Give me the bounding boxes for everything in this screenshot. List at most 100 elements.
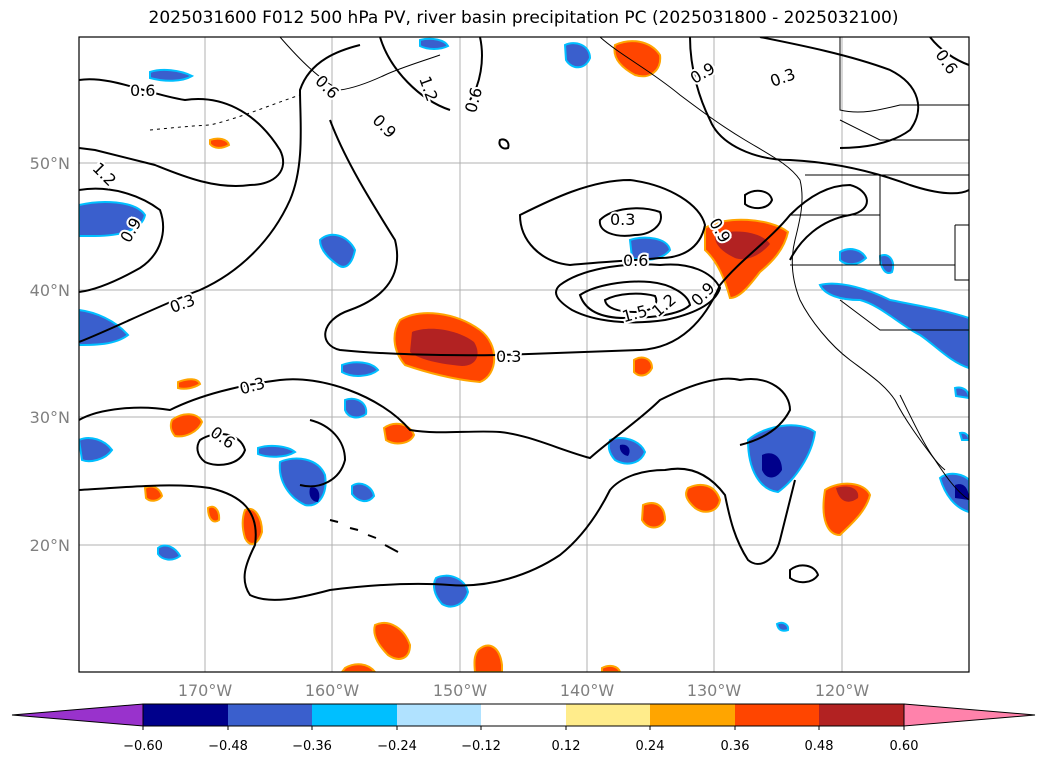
colorbar-tick-label: 0.60 xyxy=(890,739,919,754)
precip-patch-pos xyxy=(633,356,654,377)
positive-precip-patches xyxy=(143,40,872,672)
colorbar-tick-label: −0.36 xyxy=(292,739,332,754)
contour-label: 0.3 xyxy=(237,373,267,398)
contour-label: 0.6 xyxy=(130,81,155,100)
state-borders xyxy=(790,119,969,331)
colorbar-tick-label: 0.48 xyxy=(805,739,834,754)
alaska-coast xyxy=(279,37,441,91)
precip-patch-neg xyxy=(818,282,969,370)
precip-patch-pos xyxy=(340,663,377,672)
contour-label: 0.6 xyxy=(461,85,486,115)
lat-label: 50°N xyxy=(30,154,70,173)
colorbar-extend-low xyxy=(11,703,144,727)
precip-patch-neg xyxy=(419,37,450,50)
colorbar-tick-label: 0.12 xyxy=(552,739,581,754)
precip-patch-pos xyxy=(640,502,667,529)
aleutian-chain xyxy=(149,94,301,131)
precip-patch-neg xyxy=(341,361,380,377)
hawaii-islands xyxy=(329,519,399,553)
coastlines xyxy=(149,37,969,553)
precip-patch-pos-core xyxy=(836,486,859,502)
precip-patch-neg-core xyxy=(955,484,969,500)
baja-coast xyxy=(899,394,946,471)
lat-label: 20°N xyxy=(30,536,70,555)
precip-patch-neg xyxy=(79,201,147,237)
precip-patch-neg xyxy=(149,68,195,82)
colorbar-ticks xyxy=(142,726,905,730)
precip-patch-pos xyxy=(473,644,503,672)
precip-patch-pos xyxy=(241,507,264,545)
precip-patch-neg xyxy=(351,482,376,502)
lon-label: 140°W xyxy=(560,681,615,700)
contour-label: 1.2 xyxy=(415,74,442,104)
latitude-labels: 50°N 40°N 30°N 20°N xyxy=(30,154,70,555)
colorbar-segment xyxy=(566,704,650,726)
colorbar-tick-label: −0.12 xyxy=(461,739,501,754)
precip-patch-neg xyxy=(318,233,357,268)
map-frame xyxy=(78,36,970,673)
precip-patch-neg xyxy=(938,472,969,514)
lat-label: 40°N xyxy=(30,281,70,300)
contour-label: 0.3 xyxy=(768,64,798,91)
contour-label: 0.6 xyxy=(931,46,961,78)
colorbar-tick-label: 0.36 xyxy=(721,739,750,754)
precip-patch-neg xyxy=(878,254,894,274)
contour-label: 0.3 xyxy=(610,210,635,229)
precip-patch-neg xyxy=(746,424,817,494)
precip-patch-neg xyxy=(257,444,297,458)
precip-patch-pos xyxy=(822,482,872,537)
precip-patch-neg xyxy=(775,621,790,632)
contour-label: 0.9 xyxy=(369,111,400,142)
precip-patch-neg-core xyxy=(762,453,782,478)
colorbar-tick-label: −0.48 xyxy=(208,739,248,754)
lat-label: 30°N xyxy=(30,408,70,427)
lon-label: 170°W xyxy=(178,681,233,700)
colorbar-extend-high xyxy=(903,703,1036,727)
colorbar-tick-label: −0.24 xyxy=(377,739,417,754)
lon-label: 120°W xyxy=(815,681,870,700)
colorbar-segment xyxy=(735,704,819,726)
precip-patch-neg-core xyxy=(619,444,630,456)
precip-patch-neg xyxy=(79,437,114,463)
map-title: 2025031600 F012 500 hPa PV, river basin … xyxy=(148,8,899,28)
colorbar-segment xyxy=(650,704,735,726)
lon-label: 150°W xyxy=(433,681,488,700)
precip-patch-neg-core xyxy=(309,487,320,502)
precip-patch-neg xyxy=(839,248,868,266)
colorbar-segment xyxy=(228,704,312,726)
precip-patch-pos xyxy=(382,422,416,445)
precip-patch-pos xyxy=(601,664,622,672)
precip-patch-pos xyxy=(373,622,412,660)
lon-label: 130°W xyxy=(687,681,742,700)
precip-patch-neg xyxy=(344,397,368,419)
colorbar-segment xyxy=(397,704,481,726)
precip-patch-neg xyxy=(563,42,592,69)
lon-label: 160°W xyxy=(305,681,360,700)
colorbar-segment xyxy=(819,704,904,726)
colorbar-segment xyxy=(143,704,228,726)
pv-contours xyxy=(79,37,969,601)
precip-patch-pos xyxy=(169,413,204,438)
contour-label: 0.3 xyxy=(167,290,197,317)
colorbar-segment xyxy=(312,704,397,726)
contour-label: 0.6 xyxy=(207,422,239,452)
precip-patch-pos-core xyxy=(410,328,478,366)
precip-patch-pos xyxy=(613,40,662,78)
colorbar-tick-label: 0.24 xyxy=(636,739,665,754)
contour-label: 0.9 xyxy=(697,287,722,306)
north-america-coast xyxy=(599,37,969,501)
precip-patch-pos xyxy=(209,137,231,149)
colorbar-tick-label: −0.60 xyxy=(123,739,163,754)
precip-patch-neg xyxy=(958,431,969,441)
longitude-labels: 170°W 160°W 150°W 140°W 130°W 120°W xyxy=(178,681,870,700)
contour-label: 0.6 xyxy=(311,71,342,102)
precip-patch-pos xyxy=(177,378,202,390)
precip-patch-pos xyxy=(685,483,722,513)
negative-precip-patches xyxy=(79,37,969,632)
colorbar-segment xyxy=(481,704,566,726)
precip-patch-neg xyxy=(433,574,470,608)
precip-patch-pos xyxy=(206,505,221,523)
precip-patch-neg xyxy=(157,544,182,561)
contour-label: 0.3 xyxy=(496,347,521,366)
